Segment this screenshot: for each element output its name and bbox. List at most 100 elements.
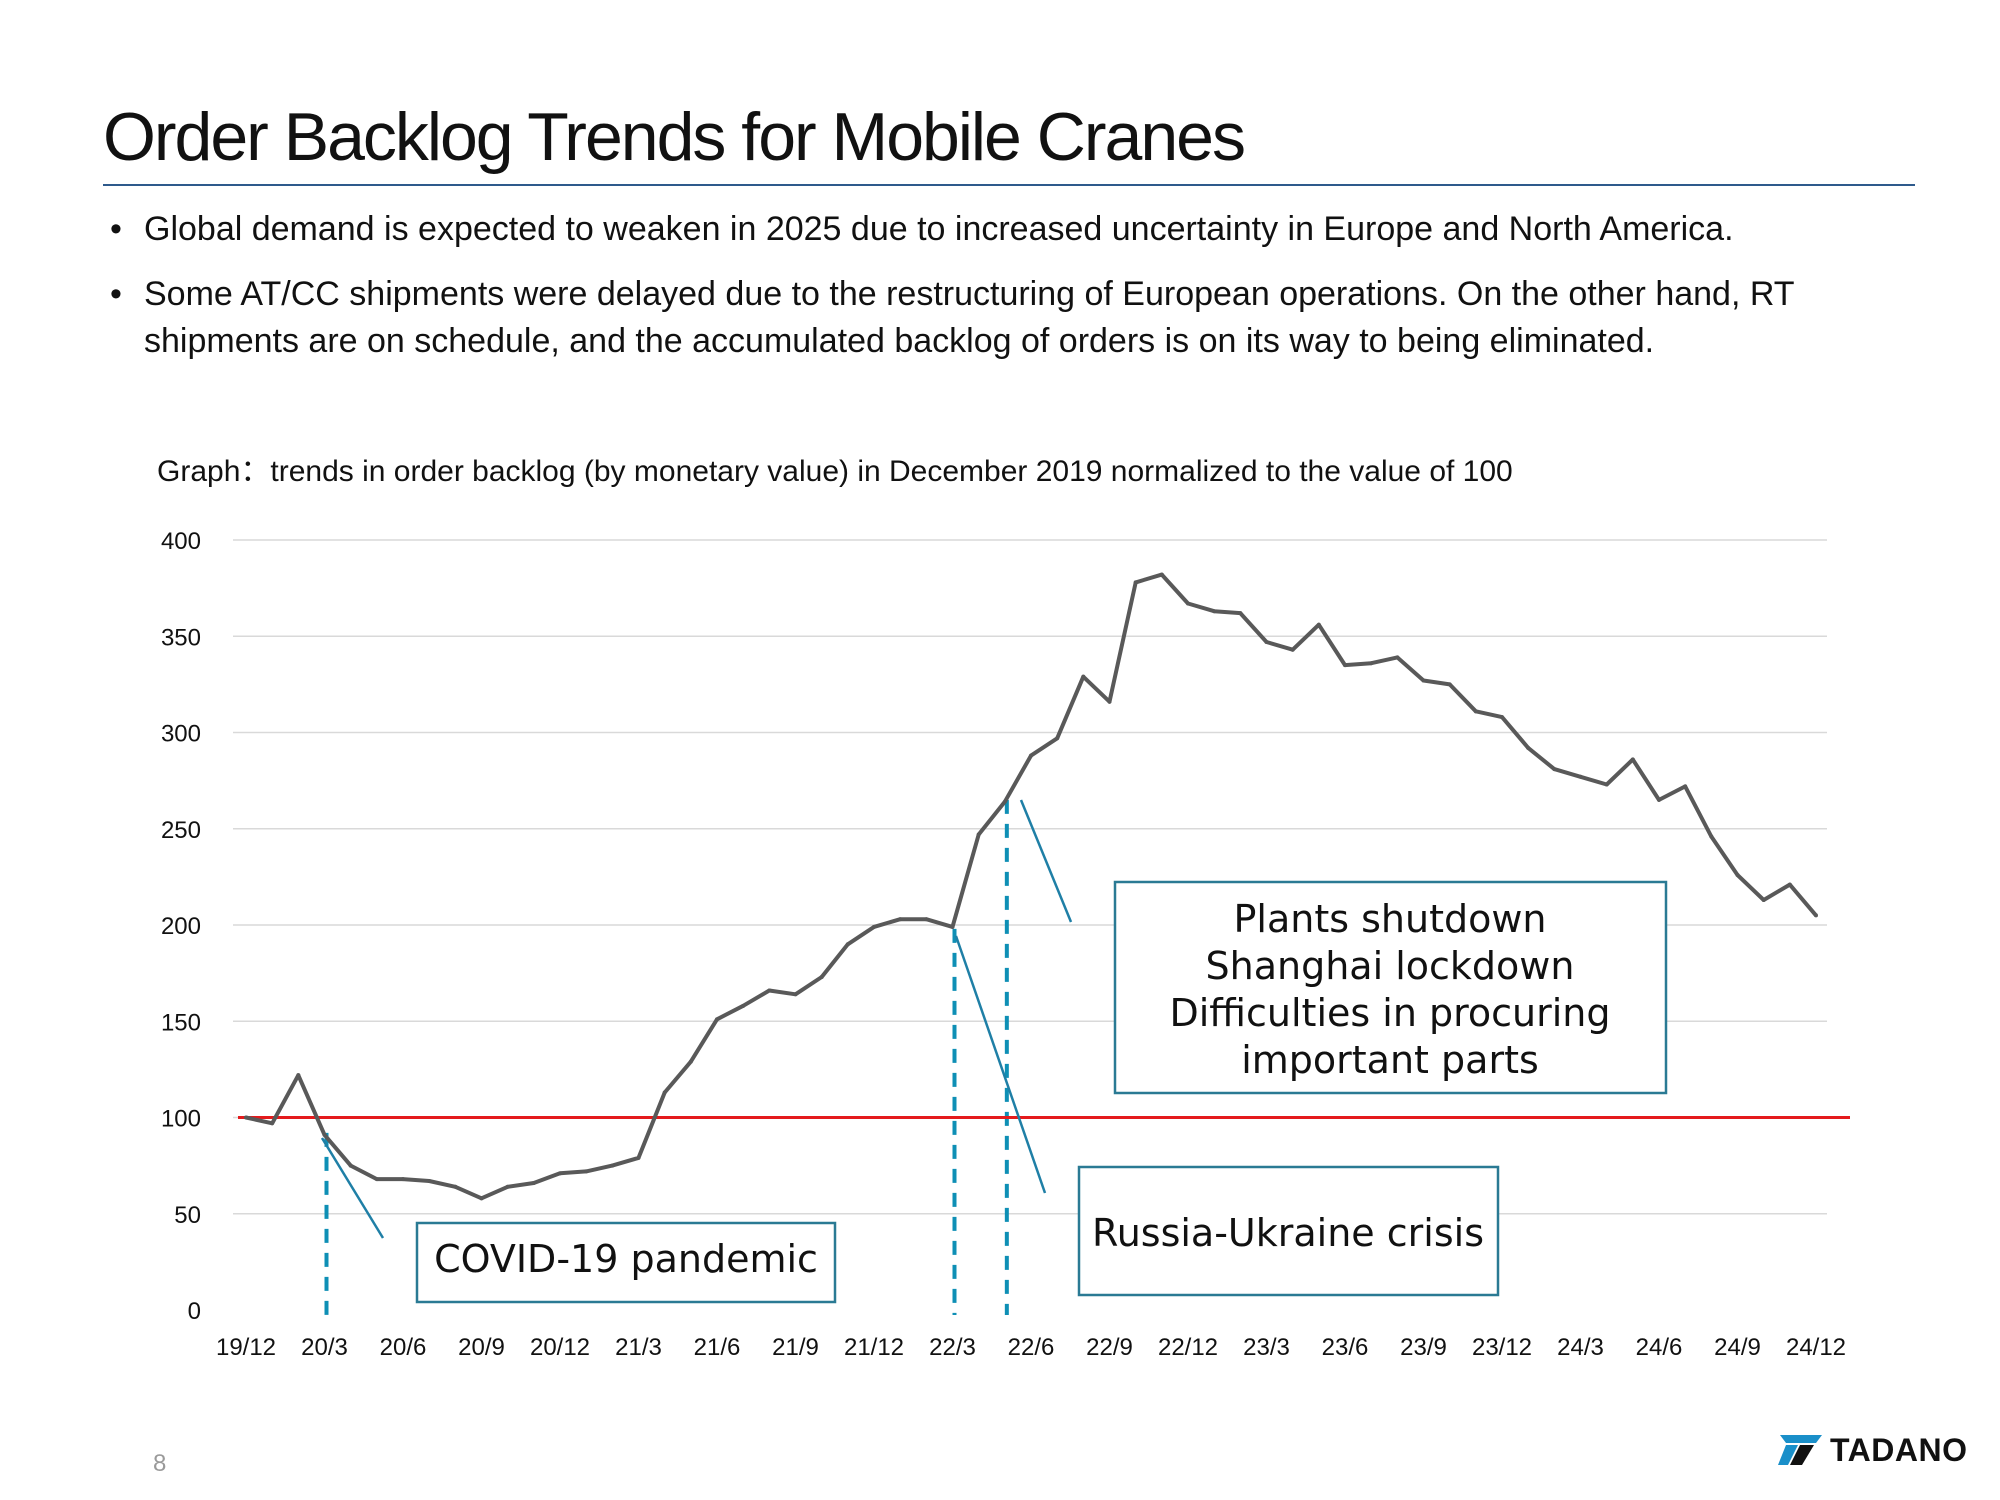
data-point bbox=[872, 924, 876, 929]
data-point bbox=[924, 917, 929, 922]
data-point bbox=[1395, 655, 1400, 660]
tadano-logo-icon bbox=[1778, 1435, 1822, 1465]
x-tick-label: 22/3 bbox=[929, 1334, 976, 1361]
data-point bbox=[348, 1163, 353, 1168]
data-point bbox=[1787, 882, 1792, 887]
x-tick-label: 23/6 bbox=[1322, 1334, 1369, 1361]
data-point bbox=[1238, 611, 1243, 616]
data-point bbox=[322, 1132, 327, 1137]
data-point bbox=[558, 1171, 562, 1176]
data-point bbox=[1578, 774, 1583, 779]
data-point bbox=[636, 1155, 641, 1160]
data-point bbox=[1814, 913, 1818, 918]
data-point bbox=[531, 1180, 536, 1185]
data-point bbox=[1447, 682, 1452, 687]
bullet-marker: • bbox=[110, 210, 122, 248]
data-point bbox=[453, 1184, 458, 1189]
x-tick-label: 23/3 bbox=[1243, 1334, 1290, 1361]
data-point bbox=[1055, 736, 1060, 741]
data-point bbox=[819, 974, 824, 979]
x-tick-label: 21/12 bbox=[844, 1334, 904, 1361]
data-point bbox=[1159, 572, 1164, 577]
data-point bbox=[1316, 622, 1321, 627]
y-tick-label: 350 bbox=[161, 624, 201, 651]
y-tick-label: 100 bbox=[161, 1106, 201, 1133]
slide-title: Order Backlog Trends for Mobile Cranes bbox=[103, 99, 1246, 175]
annotation-text: COVID-19 pandemic bbox=[434, 1237, 818, 1281]
data-point bbox=[662, 1090, 667, 1095]
data-point bbox=[741, 1003, 746, 1008]
chart-title: Graph：trends in order backlog (by moneta… bbox=[157, 455, 1513, 488]
data-point bbox=[1604, 782, 1609, 787]
data-point bbox=[1500, 715, 1504, 720]
data-point bbox=[845, 942, 850, 947]
x-tick-label: 21/9 bbox=[772, 1334, 819, 1361]
data-point bbox=[1107, 699, 1112, 704]
x-tick-label: 24/12 bbox=[1786, 1334, 1846, 1361]
bullet-text: Global demand is expected to weaken in 2… bbox=[144, 210, 1734, 248]
data-point bbox=[244, 1115, 248, 1120]
annotation-box bbox=[1077, 1165, 1500, 1297]
annotation-box bbox=[415, 1221, 837, 1304]
data-point bbox=[1186, 601, 1190, 606]
page-number: 8 bbox=[153, 1450, 167, 1477]
data-point bbox=[505, 1184, 510, 1189]
x-tick-label: 24/9 bbox=[1714, 1334, 1761, 1361]
data-point bbox=[1735, 872, 1740, 877]
bullet-list: • Global demand is expected to weaken in … bbox=[110, 206, 1930, 383]
x-tick-label: 20/6 bbox=[380, 1334, 427, 1361]
data-point bbox=[767, 988, 772, 993]
x-tick-label: 23/12 bbox=[1472, 1334, 1532, 1361]
data-point bbox=[1290, 647, 1295, 652]
callout-leader-line bbox=[320, 1137, 385, 1239]
data-point bbox=[584, 1169, 589, 1174]
data-point bbox=[1657, 797, 1661, 802]
data-point bbox=[715, 1017, 719, 1022]
data-point bbox=[1526, 745, 1531, 750]
order-backlog-chart: 0 50 100 150 200 250 300 350 400 19/12 20/3 20/6 20/… bbox=[161, 528, 1850, 1361]
callout-leader-line bbox=[1019, 799, 1073, 923]
data-point bbox=[1029, 753, 1033, 758]
x-tick-label: 20/9 bbox=[458, 1334, 505, 1361]
data-point bbox=[1343, 663, 1347, 668]
data-point bbox=[950, 924, 955, 929]
data-point bbox=[1552, 767, 1557, 772]
annotation-text: Shanghai lockdown bbox=[1206, 944, 1575, 988]
data-point bbox=[427, 1179, 432, 1184]
y-tick-label: 50 bbox=[174, 1202, 201, 1229]
data-point bbox=[374, 1177, 379, 1182]
data-point bbox=[1133, 580, 1138, 585]
callout-leader-line bbox=[954, 935, 1047, 1194]
annotation-box bbox=[1113, 880, 1668, 1095]
bullet-marker: • bbox=[110, 275, 122, 313]
data-point bbox=[793, 992, 798, 997]
x-tick-label: 21/6 bbox=[694, 1334, 741, 1361]
data-point bbox=[401, 1177, 405, 1182]
x-tick-label: 24/3 bbox=[1557, 1334, 1604, 1361]
data-point bbox=[688, 1059, 693, 1064]
bullet-item: • Global demand is expected to weaken in … bbox=[110, 206, 1930, 253]
x-tick-label: 21/3 bbox=[615, 1334, 662, 1361]
x-tick-label: 22/12 bbox=[1158, 1334, 1218, 1361]
annotation-text: Plants shutdown bbox=[1233, 897, 1546, 941]
data-point bbox=[1081, 674, 1086, 679]
data-point bbox=[296, 1073, 301, 1078]
logo-text: TADANO bbox=[1830, 1431, 1968, 1468]
x-tick-label: 20/3 bbox=[301, 1334, 348, 1361]
bullet-item: • Some AT/CC shipments were delayed due t… bbox=[110, 271, 1930, 365]
data-point bbox=[1473, 709, 1478, 714]
y-tick-label: 200 bbox=[161, 913, 201, 940]
title-underline bbox=[103, 184, 1915, 186]
data-point bbox=[1212, 609, 1217, 614]
data-point bbox=[1421, 678, 1426, 683]
x-tick-label: 20/12 bbox=[530, 1334, 590, 1361]
data-point bbox=[1761, 897, 1766, 902]
x-tick-label: 19/12 bbox=[216, 1334, 276, 1361]
x-tick-label: 23/9 bbox=[1400, 1334, 1447, 1361]
data-point bbox=[1002, 799, 1007, 804]
data-point bbox=[976, 832, 981, 837]
data-point bbox=[610, 1163, 615, 1168]
data-point bbox=[1683, 784, 1688, 789]
annotation-text: Russia-Ukraine crisis bbox=[1092, 1211, 1484, 1255]
y-tick-label: 250 bbox=[161, 817, 201, 844]
